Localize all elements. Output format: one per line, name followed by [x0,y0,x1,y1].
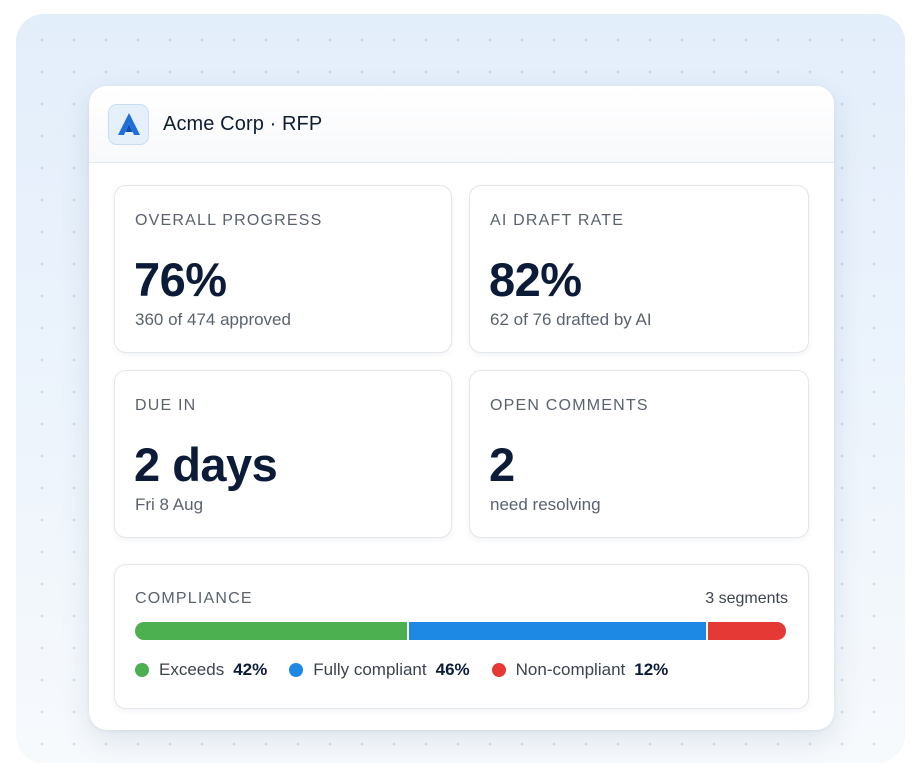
tile-value: 76% [134,253,227,306]
tile-subtext: 360 of 474 approved [135,310,291,329]
tile-label: OPEN COMMENTS [490,397,649,414]
tile-value: 2 [489,438,515,491]
rfp-summary-card: Acme Corp · RFP OVERALL PROGRESS 76% 360… [89,86,834,730]
legend-dot [289,663,304,677]
tile-label: AI DRAFT RATE [490,212,625,229]
legend-label: Exceeds [159,660,225,679]
segment-count: 3 segments [705,590,788,607]
ai-draft-rate-tile[interactable]: AI DRAFT RATE 82% 62 of 76 drafted by AI [469,185,809,353]
compliance-legend: Exceeds 42% Fully compliant 46% Non-comp… [135,660,690,680]
legend-label: Non-compliant [515,660,626,679]
compliance-panel[interactable]: COMPLIANCE 3 segments Exceeds 42% Fully … [114,564,809,709]
legend-dot [491,663,506,677]
compliance-label: COMPLIANCE [135,590,253,607]
legend-item-non-compliant: Non-compliant 12% [491,660,669,680]
legend-item-exceeds: Exceeds 42% [135,660,267,680]
compliance-segment-exceeds[interactable] [135,622,407,640]
acme-logo-icon [108,103,149,145]
tile-subtext: Fri 8 Aug [135,495,204,514]
tile-subtext: 62 of 76 drafted by AI [490,310,652,329]
legend-dot [135,663,149,677]
compliance-bar [135,622,786,640]
tile-subtext: need resolving [490,495,601,514]
open-comments-tile[interactable]: OPEN COMMENTS 2 need resolving [469,370,809,538]
compliance-segment-non-compliant[interactable] [706,622,786,640]
legend-label: Fully compliant [313,660,427,679]
legend-percent: 42% [233,660,268,679]
page-title: Acme Corp · RFP [163,112,323,135]
tile-label: OVERALL PROGRESS [135,212,323,229]
tile-value: 82% [489,253,582,306]
due-in-tile[interactable]: DUE IN 2 days Fri 8 Aug [114,370,452,538]
tile-value: 2 days [134,438,278,491]
legend-percent: 46% [435,660,470,679]
legend-percent: 12% [634,660,669,679]
legend-item-fully-compliant: Fully compliant 46% [289,660,470,680]
compliance-segment-fully-compliant[interactable] [406,622,707,640]
card-header: Acme Corp · RFP [89,86,834,163]
overall-progress-tile[interactable]: OVERALL PROGRESS 76% 360 of 474 approved [114,185,452,353]
tile-label: DUE IN [135,397,197,414]
